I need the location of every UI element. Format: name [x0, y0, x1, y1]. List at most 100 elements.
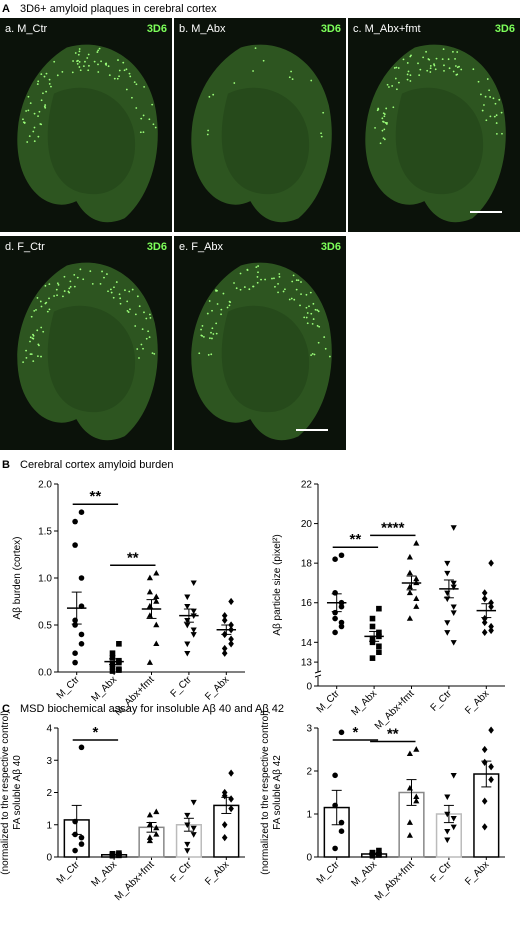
- data-point: [369, 635, 376, 642]
- plaque: [306, 322, 309, 325]
- tissue-inner: [221, 305, 310, 413]
- stain-label: 3D6: [147, 23, 167, 35]
- plaque: [312, 318, 315, 320]
- data-point: [116, 852, 122, 859]
- y-axis-label: Aβ burden (cortex): [12, 536, 23, 619]
- plaque: [442, 48, 445, 50]
- data-point: [332, 629, 338, 636]
- plaque: [48, 83, 51, 85]
- data-point: [146, 837, 153, 844]
- plaque: [32, 360, 35, 363]
- plaque: [25, 356, 28, 359]
- plaque: [418, 74, 421, 77]
- plaque: [36, 329, 39, 332]
- plaque: [257, 271, 259, 274]
- data-point: [369, 623, 376, 630]
- plaque: [138, 305, 141, 308]
- data-point: [184, 848, 191, 854]
- plaque: [136, 348, 139, 350]
- brain-section: [365, 44, 506, 223]
- plaque: [429, 71, 432, 73]
- data-point: [481, 595, 488, 603]
- tissue-inner: [395, 87, 484, 195]
- plaque: [128, 72, 131, 75]
- y-tick-label: 0: [46, 853, 52, 864]
- plaque: [131, 96, 133, 99]
- plaque: [433, 64, 436, 67]
- plaque: [417, 62, 419, 65]
- data-point: [228, 597, 234, 606]
- data-point: [332, 802, 338, 809]
- plaque: [139, 131, 142, 134]
- data-point: [376, 847, 382, 854]
- x-tick-label: M_Abx: [349, 859, 379, 889]
- plaque: [135, 107, 138, 109]
- data-point: [481, 797, 488, 805]
- plaque: [37, 355, 39, 358]
- plaque: [141, 328, 144, 331]
- plaque: [61, 71, 64, 73]
- data-point: [109, 661, 116, 668]
- plaque: [149, 316, 152, 319]
- plaque: [48, 308, 51, 311]
- plaque: [124, 289, 126, 292]
- data-point: [488, 775, 494, 784]
- plaque: [29, 102, 32, 104]
- data-point: [376, 633, 382, 640]
- plaque: [318, 325, 321, 328]
- plaque: [100, 60, 102, 63]
- plaque: [486, 78, 489, 80]
- plaque: [208, 95, 211, 98]
- y-axis-label: (normalized to the respective control): [260, 710, 271, 875]
- data-point: [221, 616, 228, 624]
- data-point: [153, 808, 160, 815]
- plaque: [278, 275, 281, 278]
- plaque: [498, 98, 501, 101]
- plaque: [282, 290, 285, 293]
- plaque: [78, 48, 81, 50]
- plaque: [87, 53, 90, 56]
- plaque: [55, 288, 58, 291]
- data-point: [406, 832, 413, 838]
- data-point: [184, 622, 191, 629]
- y-tick-label: 18: [301, 559, 313, 570]
- plaque: [39, 123, 42, 125]
- plaque: [113, 77, 116, 80]
- plaque: [481, 109, 484, 112]
- y-tick-label: 2: [306, 767, 312, 778]
- data-point: [228, 635, 234, 643]
- plaque: [138, 357, 140, 359]
- plaque: [495, 114, 498, 117]
- x-tick-label: M_Abx: [89, 859, 119, 889]
- data-point: [146, 659, 153, 665]
- plaque: [288, 76, 291, 79]
- y-tick-label: 2: [46, 788, 52, 799]
- plaque: [36, 83, 39, 85]
- x-tick-label: F_Ctr: [169, 674, 195, 700]
- data-point: [116, 667, 122, 673]
- data-point: [190, 632, 197, 638]
- data-point: [481, 618, 488, 627]
- plaque: [256, 281, 259, 284]
- plaque: [33, 126, 36, 129]
- data-point: [72, 831, 78, 838]
- plaque: [27, 95, 30, 98]
- plaque: [30, 315, 33, 318]
- plaque: [37, 115, 39, 117]
- plaque: [122, 61, 125, 64]
- data-point: [444, 620, 451, 626]
- plaque: [226, 306, 229, 309]
- plaque: [30, 353, 33, 356]
- plaque: [303, 316, 306, 319]
- plaque: [79, 268, 82, 271]
- plaque: [36, 297, 39, 299]
- plaque: [76, 63, 79, 65]
- plaque: [69, 280, 72, 283]
- plaque: [305, 306, 308, 309]
- plaque: [243, 286, 246, 288]
- tissue-inner: [221, 87, 310, 195]
- plaque: [79, 69, 82, 72]
- data-point: [406, 569, 413, 576]
- plaque: [398, 81, 400, 84]
- data-point: [406, 553, 413, 560]
